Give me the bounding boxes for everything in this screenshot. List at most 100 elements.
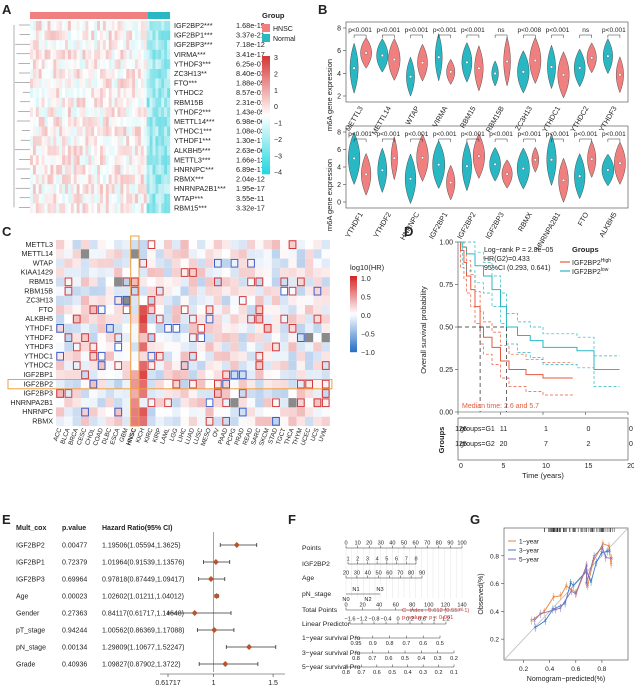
heatmap-cell <box>82 59 86 70</box>
c-cancer-label: KIRP <box>151 427 163 443</box>
heatmap-cell <box>120 59 124 70</box>
c-cell <box>122 277 131 287</box>
heatmap-cell <box>135 117 139 127</box>
heatmap-cell <box>158 59 162 70</box>
y-axis-label-bottom: m6A gene expression <box>325 159 334 231</box>
heatmap-cell <box>30 136 34 146</box>
c-cell <box>296 370 305 380</box>
heatmap-cell <box>35 117 39 127</box>
c-cell <box>97 379 106 389</box>
c-sig-box-protect <box>280 286 289 296</box>
c-cell <box>56 360 65 371</box>
scale-tick: 2 <box>274 71 278 78</box>
heatmap-cell <box>41 21 45 31</box>
heatmap-cell <box>155 21 159 31</box>
heatmap-cell <box>129 59 133 70</box>
c-cell <box>313 342 322 352</box>
heatmap-cell <box>132 88 136 98</box>
c-cell <box>147 388 156 399</box>
c-cell <box>72 286 81 296</box>
c-cell <box>114 360 123 371</box>
km-legend-sup: low <box>601 267 609 273</box>
c-cell <box>163 286 173 296</box>
c-cell <box>246 398 256 408</box>
c-cell <box>288 295 297 306</box>
c-cell <box>280 398 289 408</box>
scale-step <box>262 75 270 78</box>
heatmap-cell <box>67 21 72 31</box>
heatmap-cell <box>152 40 156 50</box>
e-x-tick-label: 1.5 <box>268 680 278 687</box>
c-sig-box-risk <box>189 351 197 361</box>
heatmap-cell <box>76 59 80 70</box>
heatmap-cell <box>129 49 133 60</box>
heatmap-cell <box>85 107 89 118</box>
heatmap-cell <box>111 49 115 60</box>
heatmap-cell <box>91 21 95 31</box>
heatmap-cell <box>85 117 89 127</box>
heatmap-cell <box>88 107 92 118</box>
heatmap-cell <box>47 193 51 204</box>
c-cell <box>130 398 139 408</box>
heatmap-cell <box>114 145 118 156</box>
heatmap-cell <box>108 30 112 41</box>
heatmap-cell <box>126 59 130 70</box>
heatmap-cell <box>53 155 57 166</box>
heatmap-cell <box>73 136 77 146</box>
heatmap-cell <box>62 21 66 31</box>
c-sig-box-risk <box>280 314 289 324</box>
scale-tick: −2 <box>274 137 282 144</box>
km-ci-g1-lower <box>458 241 573 396</box>
g-point-marker: × <box>608 549 612 555</box>
violin-median <box>606 54 610 58</box>
heatmap-cell <box>76 30 80 41</box>
c-cell <box>222 407 231 417</box>
c-sig-box-protect <box>238 370 247 380</box>
c-gene-label: RBMX <box>32 417 53 426</box>
c-scale-step <box>350 329 357 332</box>
c-cell <box>89 249 98 259</box>
c-cell <box>230 407 239 417</box>
c-sig-box-risk <box>147 240 156 250</box>
g-x-tick-label: 0.4 <box>545 666 554 673</box>
heatmap-cell <box>32 117 37 127</box>
c-gene-label: IGF2BP3 <box>23 389 53 398</box>
pvalue-label: 3.41e-17 <box>236 50 265 59</box>
heatmap-cell <box>137 97 142 108</box>
c-cell <box>222 323 231 333</box>
c-cell <box>155 379 164 389</box>
x-gene-label: IGF2BP1 <box>427 210 450 240</box>
heatmap-cell <box>135 21 139 31</box>
c-cell <box>155 305 164 315</box>
c-cell <box>56 323 65 333</box>
scale-step <box>262 77 270 80</box>
g-legend-label: 3−year <box>519 548 540 555</box>
heatmap-cell <box>41 174 45 185</box>
heatmap-cell <box>132 59 136 70</box>
c-cell <box>230 416 239 426</box>
km-stat-line: Log−rank P = 2.8e−05 <box>484 247 553 254</box>
c-cell <box>72 370 81 380</box>
c-scale-step <box>350 277 357 280</box>
heatmap-cell <box>129 40 133 50</box>
heatmap-cell <box>117 49 121 60</box>
heatmap-cell <box>47 126 51 137</box>
c-cell <box>147 258 156 268</box>
risk-value: 20 <box>500 441 508 448</box>
violin-median <box>590 157 594 161</box>
heatmap-cell <box>161 49 165 60</box>
violin-median <box>590 56 594 60</box>
heatmap-cell <box>146 59 150 70</box>
c-cell <box>188 258 198 268</box>
heatmap-cell <box>158 145 162 156</box>
risk-value: 0 <box>587 426 591 433</box>
c-cell <box>255 323 264 333</box>
e-row-name: IGF2BP3 <box>16 577 45 584</box>
c-sig-box-risk <box>214 379 222 389</box>
heatmap-cell <box>140 59 144 70</box>
risk-row-label: groups=G2 <box>460 441 495 448</box>
c-cell <box>80 370 90 380</box>
heatmap-cell <box>76 126 80 137</box>
heatmap-cell <box>100 165 104 175</box>
heatmap-cell <box>85 69 89 79</box>
